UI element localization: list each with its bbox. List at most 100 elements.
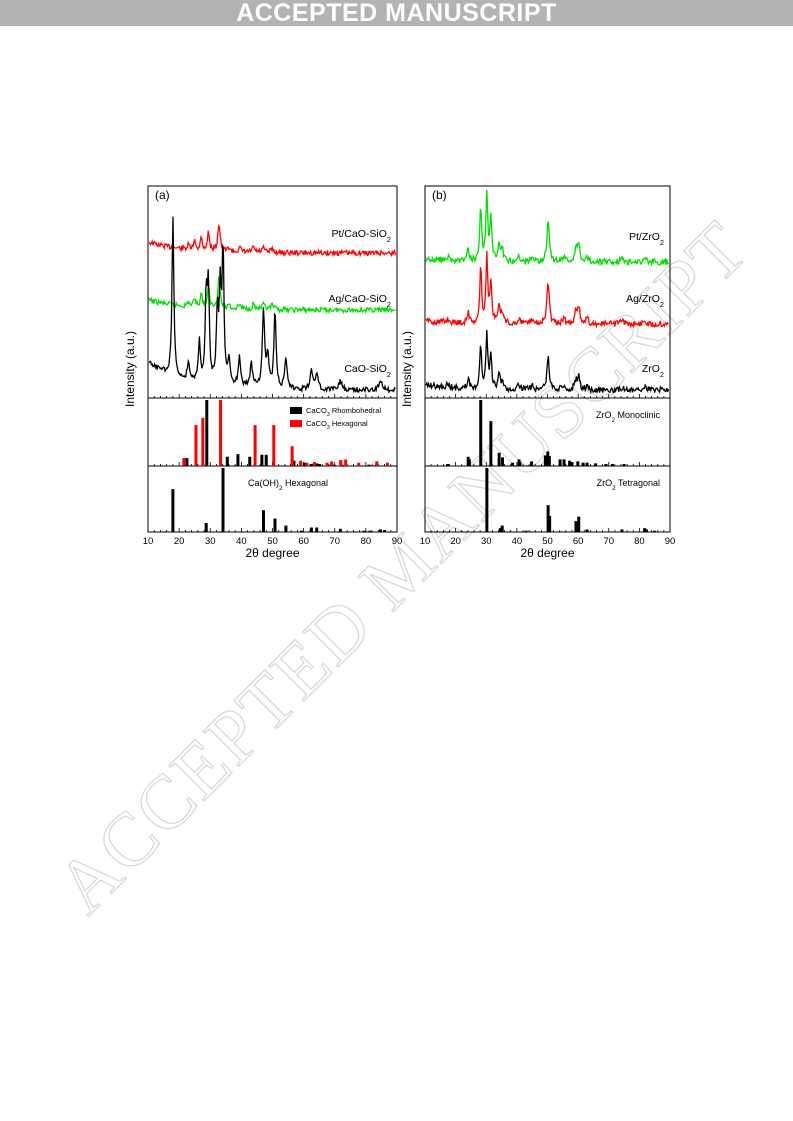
reference-stick: [171, 489, 175, 532]
reference-stick: [604, 464, 608, 466]
reference-stick: [558, 459, 562, 466]
reference-stick: [204, 523, 208, 532]
x-tick-label: 80: [361, 536, 372, 547]
panel-a: 10 20 30 40 50 60 70 80 90 2θ degree Intensity (a.…: [123, 185, 402, 560]
reference-stick: [518, 462, 522, 466]
reference-stick: [344, 459, 348, 466]
reference-stick: [305, 462, 309, 466]
reference-stick: [248, 456, 252, 466]
reference-stick: [524, 530, 528, 532]
reference-stick: [498, 528, 502, 532]
reference-stick: [339, 460, 343, 466]
reference-stick: [225, 456, 229, 466]
reference-stick: [219, 400, 223, 466]
x-tick-label: 30: [481, 536, 492, 547]
reference-stick: [500, 457, 504, 466]
reference-stick: [622, 464, 626, 466]
panel-label: (b): [432, 188, 447, 202]
reference-stick: [385, 462, 389, 466]
reference-stick: [185, 458, 189, 466]
xrd-pattern-line: [425, 250, 669, 329]
reference-stick: [574, 521, 578, 532]
reference-label: ZrO2 Monoclinic: [596, 410, 661, 424]
reference-stick: [375, 461, 379, 466]
reference-stick: [562, 459, 566, 466]
reference-label: Ca(OH)2 Hexagonal: [248, 478, 328, 492]
series-label: Ag/CaO-SiO2: [329, 293, 391, 309]
x-axis-label: 2θ degree: [520, 546, 574, 560]
reference-stick: [315, 463, 319, 466]
reference-stick: [236, 454, 240, 466]
legend-entry: CaCO3 Hexagonal: [306, 419, 368, 431]
xrd-pattern-line: [425, 189, 669, 267]
reference-stick: [205, 400, 209, 466]
series-label: ZrO2: [642, 363, 664, 379]
x-tick-label: 20: [450, 536, 461, 547]
reference-stick: [570, 462, 574, 466]
x-tick-label: 80: [634, 536, 645, 547]
reference-stick: [489, 421, 493, 466]
reference-stick: [362, 530, 366, 532]
series-label: Pt/CaO-SiO2: [331, 228, 391, 244]
reference-stick: [546, 505, 550, 532]
x-tick-label: 30: [205, 536, 216, 547]
panel-label: (a): [155, 188, 170, 202]
reference-stick: [446, 464, 450, 466]
x-tick-label: 50: [542, 536, 553, 547]
reference-stick: [332, 464, 336, 466]
x-tick-label: 60: [298, 536, 309, 547]
reference-stick: [261, 510, 265, 532]
y-axis-label: Intensity (a.u.): [123, 331, 137, 407]
reference-stick: [644, 529, 648, 532]
x-tick-label: 70: [603, 536, 614, 547]
reference-stick: [594, 463, 598, 466]
reference-stick: [221, 468, 225, 532]
reference-stick: [310, 464, 314, 466]
reference-stick: [543, 455, 547, 466]
reference-stick: [652, 530, 656, 532]
x-tick-label: 40: [236, 536, 247, 547]
xrd-pattern-line: [148, 224, 397, 258]
reference-stick: [253, 425, 257, 466]
reference-stick: [330, 461, 334, 466]
reference-stick: [317, 464, 321, 466]
reference-stick: [315, 527, 319, 532]
x-axis-label: 2θ degree: [245, 546, 299, 560]
reference-stick: [302, 462, 306, 466]
series-label: Pt/ZrO2: [629, 231, 664, 247]
reference-stick: [585, 462, 589, 466]
manuscript-banner: ACCEPTED MANUSCRIPT: [0, 0, 793, 27]
reference-stick: [548, 516, 552, 532]
reference-stick: [568, 460, 572, 466]
x-tick-label: 90: [665, 536, 676, 547]
reference-stick: [299, 460, 303, 466]
reference-stick: [292, 460, 296, 466]
legend-swatch: [290, 420, 302, 427]
reference-stick: [511, 462, 515, 466]
panel-b: 10 20 30 40 50 60 70 80 90 2θ degree Intensity (a.…: [400, 185, 676, 560]
reference-stick: [485, 468, 489, 532]
reference-stick: [260, 454, 264, 466]
reference-stick: [368, 530, 372, 532]
reference-stick: [367, 464, 371, 466]
reference-stick: [620, 529, 624, 532]
reference-stick: [264, 454, 268, 466]
reference-stick: [201, 417, 205, 466]
reference-stick: [338, 528, 342, 532]
reference-stick: [284, 525, 288, 532]
reference-stick: [547, 456, 551, 466]
x-tick-label: 10: [143, 536, 154, 547]
xrd-pattern-line: [425, 329, 670, 395]
x-tick-label: 70: [329, 536, 340, 547]
reference-stick: [497, 452, 501, 466]
xrd-pattern-line: [148, 275, 396, 315]
series-label: Ag/ZrO2: [626, 293, 664, 309]
legend-swatch: [290, 407, 302, 414]
reference-stick: [581, 462, 585, 466]
reference-stick: [182, 458, 186, 466]
reference-stick: [500, 525, 504, 532]
x-tick-label: 20: [174, 536, 185, 547]
reference-stick: [383, 530, 387, 532]
x-tick-label: 40: [512, 536, 523, 547]
